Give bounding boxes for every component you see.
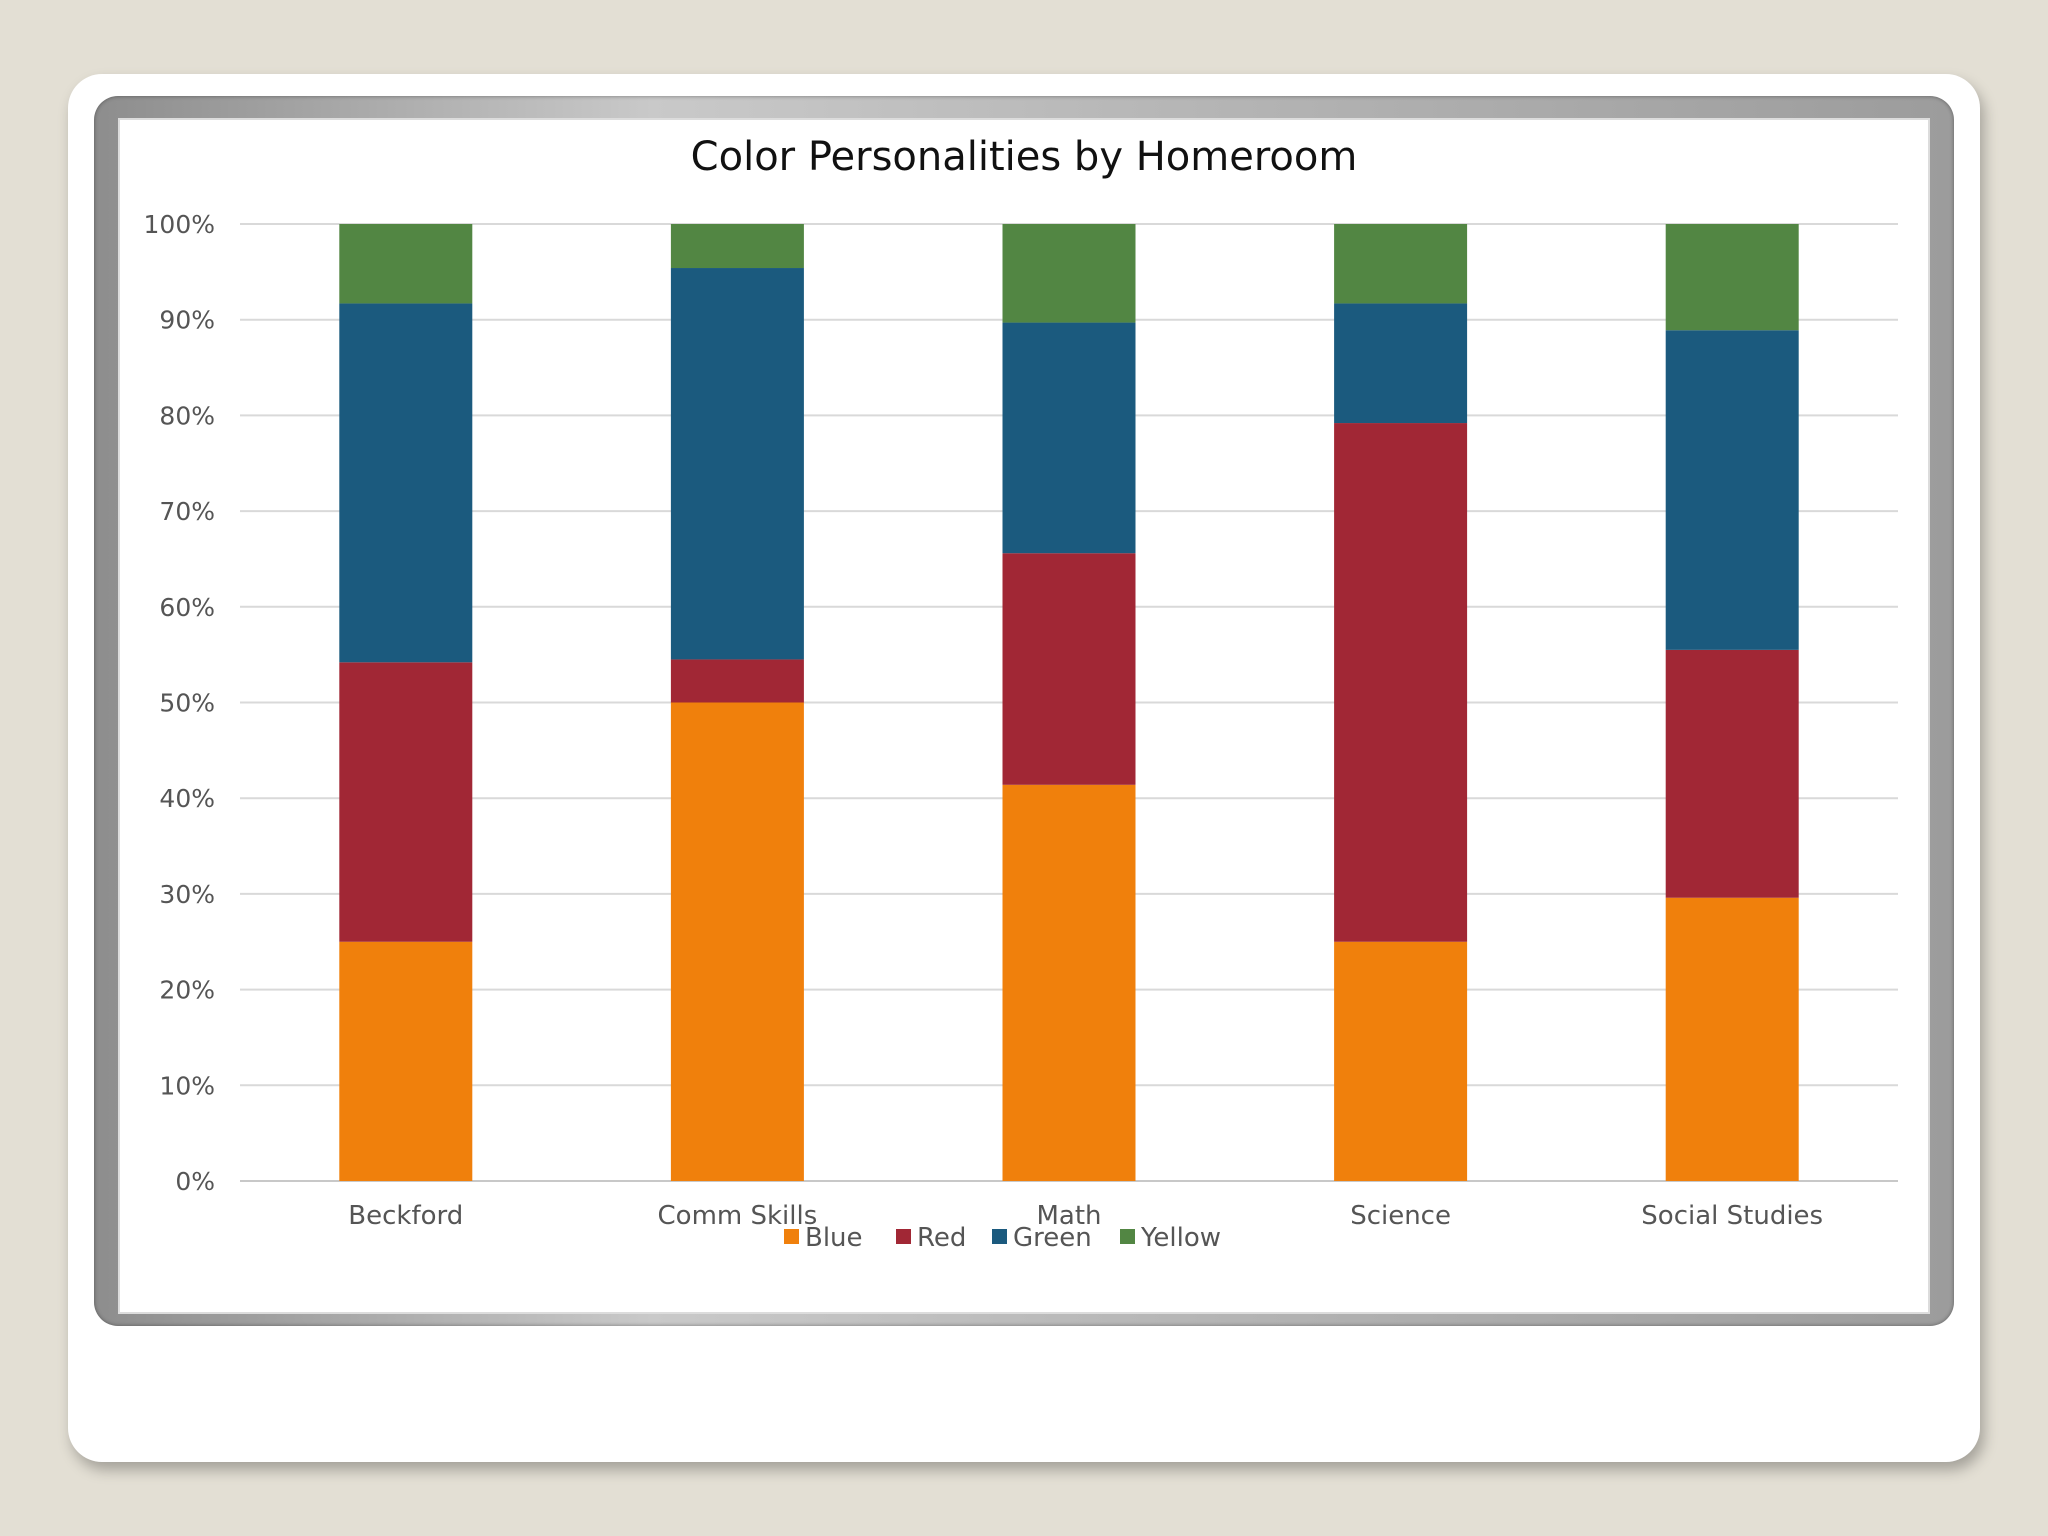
y-tick-label: 30% [159, 880, 215, 909]
y-tick-label: 70% [159, 497, 215, 526]
bars [339, 224, 1799, 1181]
legend-label-yellow: Yellow [1140, 1223, 1221, 1253]
y-tick-label: 80% [159, 401, 215, 430]
stacked-bar-chart: Color Personalities by Homeroom 0% 10% 20%… [144, 134, 1898, 1253]
bar-segment-yellow [1334, 224, 1468, 304]
y-tick-label: 100% [144, 210, 215, 239]
bar-segment-green [1665, 330, 1799, 650]
x-tick-label: Social Studies [1641, 1201, 1823, 1231]
x-tick-label: Beckford [348, 1201, 463, 1231]
chart-title: Color Personalities by Homeroom [691, 134, 1358, 180]
bar-segment-green [1002, 322, 1136, 554]
bar-segment-red [339, 662, 473, 942]
bar-segment-red [1002, 553, 1136, 785]
y-tick-label: 20% [159, 976, 215, 1005]
legend-swatch-blue [784, 1229, 799, 1244]
bar-segment-yellow [339, 224, 473, 304]
bar-segment-blue [1665, 897, 1799, 1181]
y-tick-label: 10% [159, 1071, 215, 1100]
legend-label-green: Green [1013, 1223, 1092, 1253]
x-tick-label: Science [1350, 1201, 1451, 1231]
y-tick-label: 40% [159, 784, 215, 813]
legend-label-blue: Blue [805, 1223, 863, 1253]
x-tick-label: Math [1036, 1201, 1101, 1231]
x-tick-label: Comm Skills [658, 1201, 818, 1231]
bar-segment-blue [1002, 784, 1136, 1181]
legend-label-red: Red [917, 1223, 966, 1253]
legend-swatch-yellow [1120, 1229, 1135, 1244]
legend: Blue Red Green Yellow [784, 1223, 1221, 1253]
bar-segment-red [670, 659, 804, 703]
bar-segment-red [1334, 423, 1468, 942]
y-tick-label: 60% [159, 593, 215, 622]
y-tick-label: 50% [159, 689, 215, 718]
bar-segment-yellow [1665, 224, 1799, 331]
bar-segment-yellow [1002, 224, 1136, 323]
legend-swatch-green [992, 1229, 1007, 1244]
x-axis-ticks: Beckford Comm Skills Math Science Social Stu… [348, 1201, 1823, 1231]
bar-segment-blue [1334, 941, 1468, 1181]
bar-segment-red [1665, 649, 1799, 898]
bar-segment-green [670, 268, 804, 660]
y-tick-label: 0% [175, 1167, 215, 1196]
chart-area: Color Personalities by Homeroom 0% 10% 20%… [118, 118, 1930, 1314]
bar-segment-blue [339, 941, 473, 1181]
bar-segment-green [339, 303, 473, 663]
bar-segment-blue [670, 702, 804, 1181]
bar-segment-yellow [670, 224, 804, 269]
bar-segment-green [1334, 303, 1468, 424]
legend-swatch-red [896, 1229, 911, 1244]
y-tick-label: 90% [159, 306, 215, 335]
y-axis-ticks: 0% 10% 20% 30% 40% 50% 60% 70% 80% 90% 100% [144, 210, 215, 1196]
